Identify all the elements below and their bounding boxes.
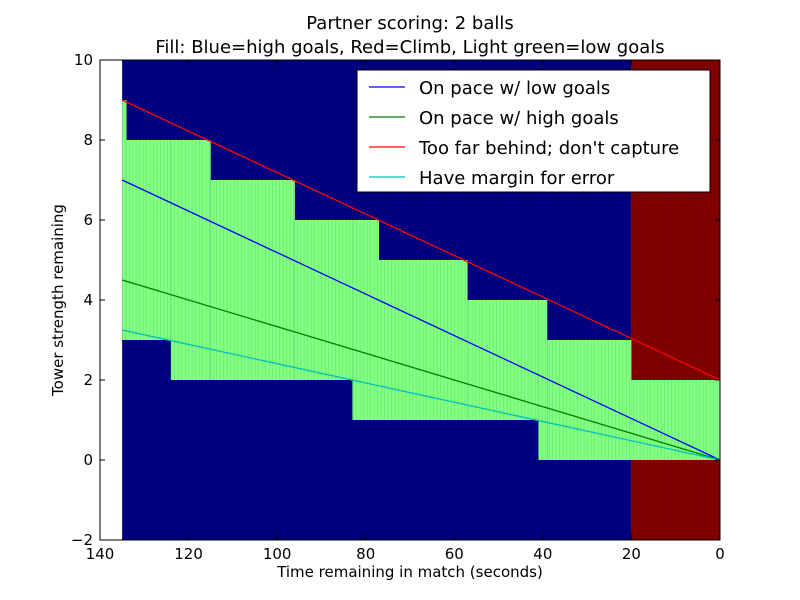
low-goals-band-step — [538, 300, 548, 460]
legend-box — [356, 69, 711, 193]
legend-label: On pace w/ low goals — [419, 78, 610, 99]
series-line-2 — [121, 279, 721, 461]
x-tick-label: 60 — [445, 545, 464, 563]
x-tick-label: 100 — [263, 545, 292, 563]
y-axis-label: Tower strength remaining — [49, 204, 67, 397]
series-line-1 — [121, 179, 721, 461]
x-tick-label: 120 — [174, 545, 203, 563]
low-goals-band-step — [352, 220, 379, 420]
low-goals-band-step — [547, 340, 632, 460]
chart-title: Partner scoring: 2 balls — [306, 13, 513, 34]
x-tick-label: 40 — [533, 545, 552, 563]
low-goals-band-step — [170, 140, 211, 380]
x-tick-label: 20 — [622, 545, 641, 563]
low-goals-band-step — [122, 100, 127, 340]
legend-label: Have margin for error — [419, 168, 615, 189]
axes: 140 120 100 80 60 40 20 0 −2 0 2 4 6 8 10 — [71, 51, 725, 563]
y-tick-label: 0 — [83, 451, 93, 469]
y-tick-label: 6 — [83, 211, 93, 229]
chart-subtitle: Fill: Blue=high goals, Red=Climb, Light … — [155, 37, 664, 58]
y-tick-label: −2 — [71, 531, 93, 549]
legend-label: Too far behind; don't capture — [418, 138, 679, 159]
low-goals-band-step — [126, 140, 171, 340]
low-goals-band-step — [467, 300, 539, 420]
series-line-3 — [121, 99, 721, 381]
x-tick-label: 0 — [715, 545, 725, 563]
low-goals-band-step — [210, 180, 295, 380]
x-axis-label: Time remaining in match (seconds) — [276, 563, 543, 581]
y-tick-label: 10 — [74, 51, 93, 69]
series-line-4 — [122, 329, 721, 461]
low-goals-band-step — [379, 260, 468, 420]
y-tick-label: 8 — [83, 131, 93, 149]
y-tick-label: 2 — [83, 371, 93, 389]
legend: On pace w/ low goals On pace w/ high goal… — [356, 69, 711, 193]
legend-label: On pace w/ high goals — [419, 108, 619, 129]
y-tick-label: 4 — [83, 291, 93, 309]
low-goals-band-step — [294, 220, 353, 380]
x-tick-label: 140 — [86, 545, 115, 563]
x-tick-label: 80 — [356, 545, 375, 563]
